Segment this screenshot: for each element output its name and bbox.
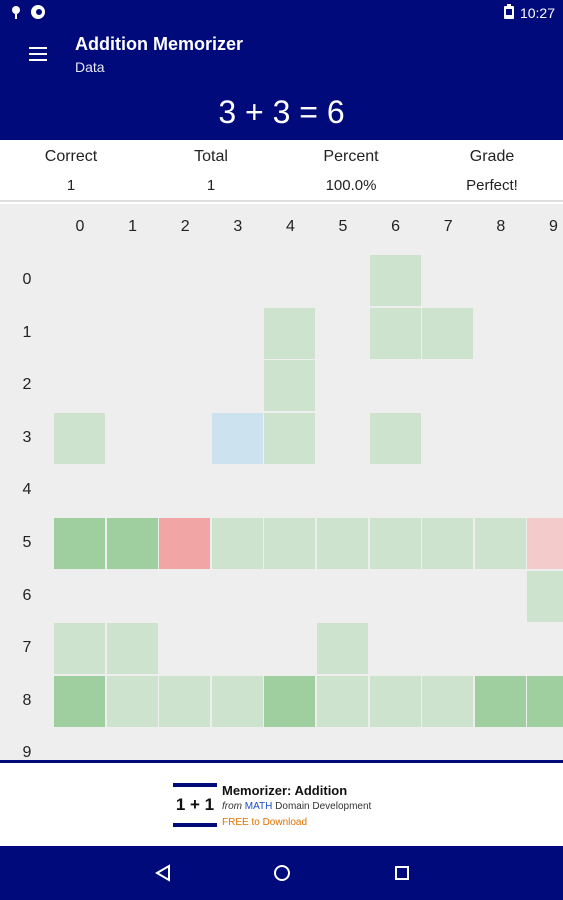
grid-cell[interactable] bbox=[264, 360, 316, 412]
grid-cell[interactable] bbox=[54, 412, 105, 464]
grid-cell[interactable] bbox=[106, 518, 158, 569]
grid-cell[interactable] bbox=[159, 518, 211, 569]
ad-logo[interactable]: 1 + 1 bbox=[173, 783, 217, 827]
grid-cell[interactable] bbox=[264, 518, 316, 569]
stat-percent: Percent 100.0% bbox=[281, 148, 421, 194]
ad-banner[interactable]: 1 + 1 Memorizer: Addition from MATH Doma… bbox=[0, 760, 563, 846]
ad-title[interactable]: Memorizer: Addition bbox=[222, 783, 348, 798]
grid-cell[interactable] bbox=[474, 675, 526, 727]
nav-bar bbox=[0, 846, 563, 900]
grid-cell[interactable] bbox=[159, 675, 211, 727]
stat-label: Percent bbox=[323, 148, 379, 165]
status-time: 10:27 bbox=[519, 5, 555, 21]
stat-correct: Correct 1 bbox=[1, 148, 141, 194]
grid-cell[interactable] bbox=[106, 623, 158, 675]
grid-cell[interactable] bbox=[264, 675, 316, 727]
row-header: 9 bbox=[22, 744, 32, 760]
grid-cell[interactable] bbox=[369, 675, 421, 727]
grid-cell[interactable] bbox=[369, 255, 421, 306]
status-bar: 10:27 bbox=[0, 0, 563, 24]
grid-cell[interactable] bbox=[317, 675, 368, 727]
grid-cell[interactable] bbox=[211, 412, 263, 464]
stat-label: Total bbox=[194, 148, 228, 165]
grid-cell[interactable] bbox=[369, 518, 421, 569]
stats-panel: Correct 1 Total 1 Percent 100.0% Grade P… bbox=[0, 140, 563, 202]
stat-value: 1 bbox=[66, 177, 76, 194]
grid-cell[interactable] bbox=[264, 307, 316, 359]
column-header: 6 bbox=[391, 218, 401, 235]
column-header: 5 bbox=[338, 218, 348, 235]
back-icon[interactable] bbox=[150, 860, 176, 886]
column-header: 3 bbox=[233, 218, 243, 235]
row-header: 1 bbox=[22, 323, 32, 341]
column-header: 4 bbox=[285, 218, 295, 235]
row-header: 5 bbox=[22, 534, 32, 551]
ad-from-suffix: Domain Development bbox=[275, 801, 372, 812]
row-header: 7 bbox=[22, 639, 32, 657]
stat-total: Total 1 bbox=[141, 148, 281, 194]
grid-cell[interactable] bbox=[54, 518, 105, 569]
column-header: 2 bbox=[180, 218, 190, 235]
row-header: 8 bbox=[22, 691, 32, 709]
column-header: 9 bbox=[548, 218, 558, 235]
grid-cell[interactable] bbox=[422, 307, 474, 359]
grid-cell[interactable] bbox=[317, 518, 368, 569]
ad-cta[interactable]: FREE to Download bbox=[222, 817, 308, 828]
row-header: 3 bbox=[22, 428, 32, 446]
column-header: 1 bbox=[128, 218, 138, 235]
grid-cell[interactable] bbox=[527, 570, 563, 622]
column-header: 0 bbox=[75, 218, 85, 235]
app-bar: Addition Memorizer Data bbox=[0, 24, 563, 84]
stat-label: Grade bbox=[469, 148, 515, 165]
grid-cell[interactable] bbox=[211, 675, 263, 727]
stat-value: Perfect! bbox=[466, 177, 518, 194]
stat-value: 1 bbox=[206, 177, 216, 194]
notification-pin-icon bbox=[10, 5, 22, 24]
grid-cell[interactable] bbox=[422, 518, 474, 569]
row-header: 6 bbox=[22, 586, 32, 604]
grid-cell[interactable] bbox=[527, 518, 563, 569]
stat-label: Correct bbox=[44, 148, 98, 165]
grid-cell[interactable] bbox=[369, 307, 421, 359]
recents-icon[interactable] bbox=[389, 860, 415, 886]
grid-cell[interactable] bbox=[211, 518, 263, 569]
column-header: 8 bbox=[496, 218, 506, 235]
battery-icon bbox=[503, 4, 514, 22]
row-header: 2 bbox=[22, 376, 32, 394]
grid-cell[interactable] bbox=[54, 675, 105, 727]
grid-cell[interactable] bbox=[106, 675, 158, 727]
addition-grid[interactable]: 0 1 2 3 4 5 6 7 8 9 0 1 2 3 4 5 6 7 8 9 bbox=[0, 204, 563, 760]
app-icon bbox=[30, 4, 46, 25]
grid-cell[interactable] bbox=[474, 518, 526, 569]
hamburger-menu-icon[interactable] bbox=[22, 38, 54, 70]
stat-grade: Grade Perfect! bbox=[422, 148, 562, 194]
ad-from-prefix: from bbox=[222, 801, 242, 812]
grid-cell[interactable] bbox=[369, 412, 421, 464]
row-header: 4 bbox=[22, 481, 32, 499]
app-subtitle: Data bbox=[75, 59, 105, 75]
ad-from: from MATH Domain Development bbox=[222, 801, 371, 812]
grid-cell[interactable] bbox=[54, 623, 105, 675]
equation-display: 3 + 3 = 6 bbox=[0, 84, 563, 140]
row-header: 0 bbox=[22, 271, 32, 288]
grid-cell[interactable] bbox=[422, 675, 474, 727]
app-title: Addition Memorizer bbox=[75, 34, 244, 54]
ad-from-brand: MATH bbox=[244, 801, 273, 812]
home-icon[interactable] bbox=[269, 860, 295, 886]
column-header: 7 bbox=[443, 218, 453, 235]
grid-cell[interactable] bbox=[527, 675, 563, 727]
grid-cell[interactable] bbox=[317, 623, 368, 675]
stat-value: 100.0% bbox=[325, 177, 377, 194]
grid-cell[interactable] bbox=[264, 412, 316, 464]
